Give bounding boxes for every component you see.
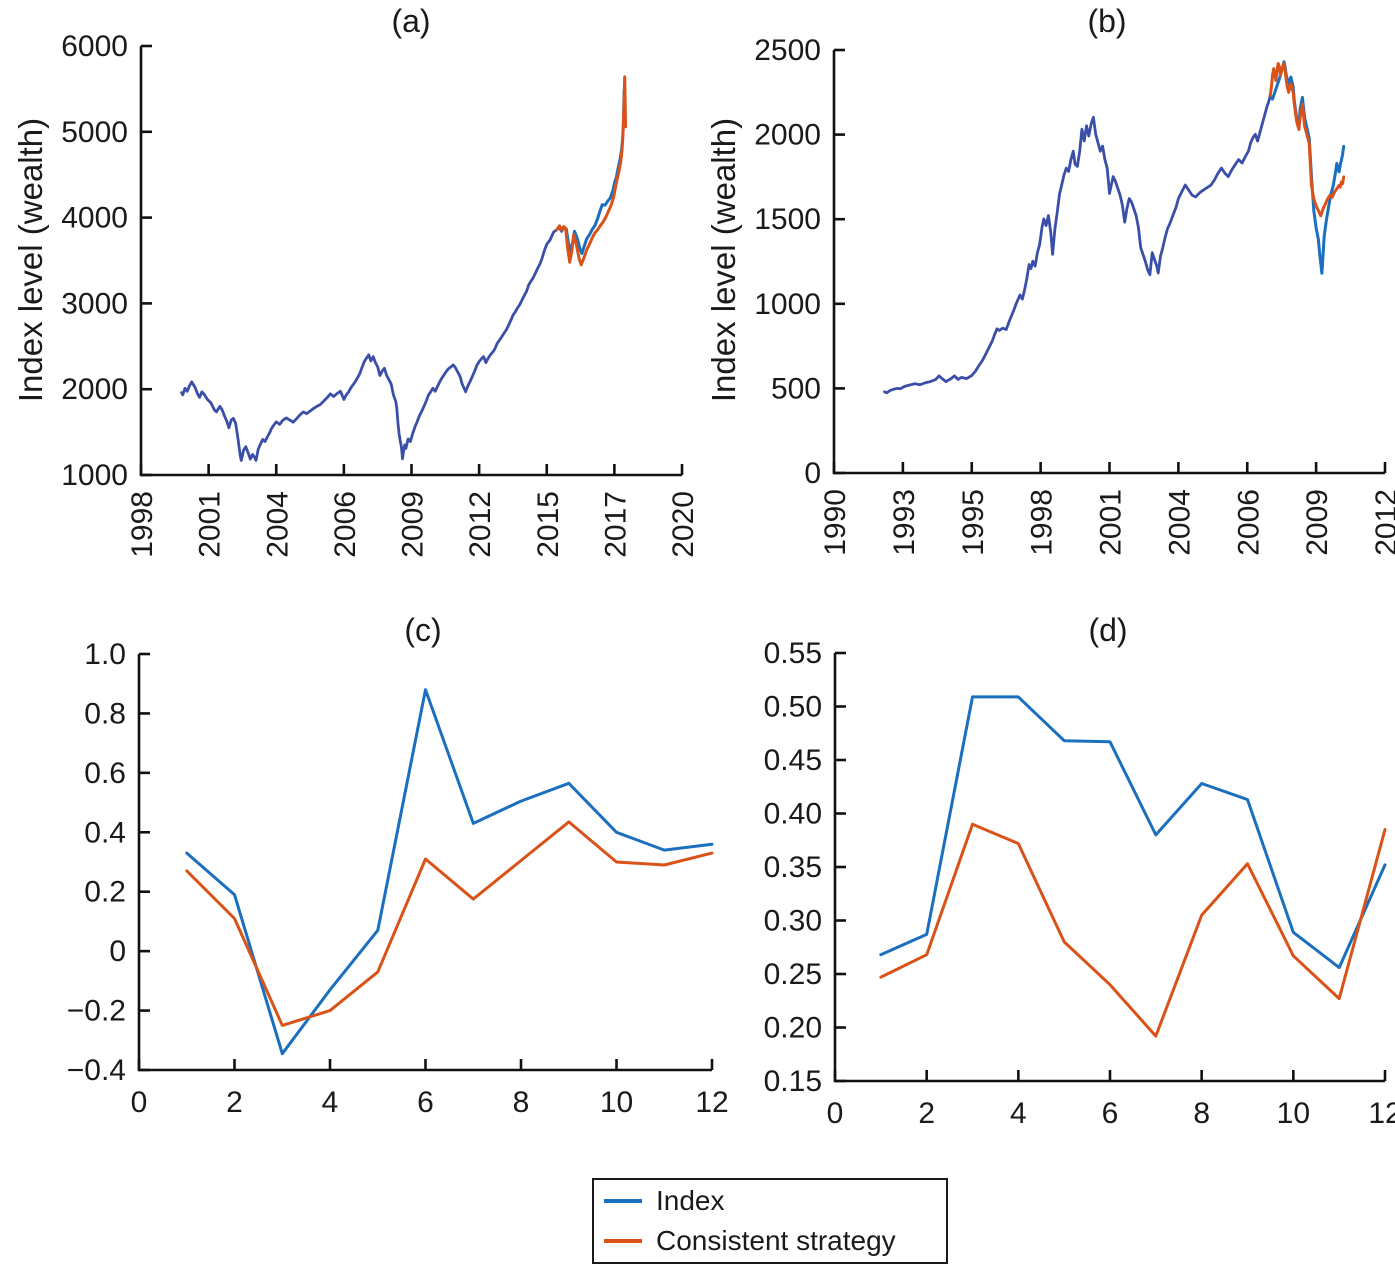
y-tick-label: 0.15	[764, 1065, 822, 1098]
series-index-history	[883, 94, 1272, 395]
x-tick-label: 2006	[329, 491, 362, 558]
x-tick-label: 2012	[1370, 489, 1395, 556]
y-tick-label: 1000	[61, 459, 128, 492]
x-tick-label: 2006	[1232, 489, 1265, 556]
y-tick-label: 0.50	[764, 691, 822, 724]
y-tick-label: −0.2	[67, 995, 126, 1028]
series-consistent-strategy	[1268, 62, 1346, 218]
x-tick-label: 2	[226, 1086, 243, 1119]
y-tick-label: 0	[109, 935, 126, 968]
legend: Index Consistent strategy	[592, 1178, 948, 1264]
x-tick-label: 2012	[464, 491, 497, 558]
y-tick-label: 1.0	[84, 638, 126, 671]
x-tick-label: 2009	[1301, 489, 1334, 556]
series-index	[879, 695, 1387, 970]
y-tick-label: 2000	[61, 373, 128, 406]
panel-b-ylabel: Index level (wealth)	[705, 118, 742, 402]
x-tick-label: 4	[1010, 1097, 1027, 1130]
y-tick-label: 5000	[61, 116, 128, 149]
panel-d: 0.15 0.20 0.25 0.30 0.35 0.40 0.45 0.50 0.55 0 2 4 6…	[764, 637, 1395, 1130]
x-tick-label: 6	[1102, 1097, 1119, 1130]
y-tick-label: 0.4	[84, 816, 126, 849]
x-tick-label: 12	[695, 1086, 728, 1119]
y-tick-label: 6000	[61, 30, 128, 63]
y-tick-label: 4000	[61, 202, 128, 235]
y-tick-label: 0.45	[764, 744, 822, 777]
panel-a: 1000 2000 3000 4000 5000 6000 1998 2001 2004 2006…	[61, 30, 700, 558]
legend-item-consistent-strategy: Consistent strategy	[594, 1224, 946, 1258]
x-tick-label: 2020	[667, 491, 700, 558]
axis-lines	[833, 653, 1385, 1083]
panel-a-title: (a)	[391, 3, 430, 39]
x-tick-label: 2001	[194, 491, 227, 558]
x-tick-label: 2001	[1095, 489, 1128, 556]
x-tick-label: 8	[513, 1086, 530, 1119]
series-consistent-strategy	[185, 820, 714, 1027]
x-tick-label: 4	[322, 1086, 339, 1119]
x-tick-label: 2015	[532, 491, 565, 558]
y-tick-label: 1000	[754, 288, 821, 321]
series-index	[1268, 60, 1346, 275]
series-index	[185, 688, 714, 1056]
x-tick-label: 8	[1193, 1097, 1210, 1130]
x-tick-label: 2009	[397, 491, 430, 558]
y-tick-label: 0.35	[764, 851, 822, 884]
series-index-history	[180, 228, 559, 462]
y-tick-label: 0.8	[84, 697, 126, 730]
x-tick-label: 6	[417, 1086, 434, 1119]
y-tick-label: 500	[771, 372, 821, 405]
panel-b: 0 500 1000 1500 2000 2500 1990 1993 1995 1998 2001…	[754, 34, 1395, 556]
y-tick-label: 3000	[61, 287, 128, 320]
x-tick-label: 0	[131, 1086, 148, 1119]
y-tick-label: 0.40	[764, 798, 822, 831]
panel-a-ylabel: Index level (wealth)	[12, 118, 49, 402]
x-tick-label: 10	[600, 1086, 633, 1119]
legend-line-consistent-strategy-sample	[604, 1239, 642, 1243]
y-tick-label: 0.55	[764, 637, 822, 670]
legend-item-index: Index	[594, 1184, 946, 1218]
y-tick-label: 1500	[754, 203, 821, 236]
panel-c-title: (c)	[404, 612, 441, 648]
x-tick-label: 10	[1277, 1097, 1310, 1130]
x-tick-label: 1995	[957, 489, 990, 556]
y-tick-label: 0	[804, 457, 821, 490]
series-consistent-strategy	[879, 822, 1387, 1038]
x-tick-label: 1990	[819, 489, 852, 556]
y-tick-label: 2500	[754, 34, 821, 67]
x-tick-label: 2017	[599, 491, 632, 558]
y-tick-label: 2000	[754, 119, 821, 152]
x-tick-label: 2004	[261, 491, 294, 558]
x-tick-label: 1998	[126, 491, 159, 558]
y-tick-label: 0.25	[764, 958, 822, 991]
x-tick-label: 1993	[888, 489, 921, 556]
y-tick-label: 0.30	[764, 905, 822, 938]
panel-d-title: (d)	[1088, 612, 1127, 648]
y-tick-label: 0.2	[84, 876, 126, 909]
legend-label-consistent-strategy: Consistent strategy	[656, 1225, 896, 1256]
y-tick-label: 0.20	[764, 1012, 822, 1045]
x-tick-label: 1998	[1026, 489, 1059, 556]
y-tick-label: 0.6	[84, 757, 126, 790]
y-tick-label: −0.4	[67, 1054, 126, 1087]
legend-line-index-sample	[604, 1199, 642, 1203]
series-consistent-strategy	[555, 75, 628, 267]
x-tick-label: 2	[918, 1097, 935, 1130]
panel-c: −0.4 −0.2 0 0.2 0.4 0.6 0.8 1.0 0 2 4 6 8 10 12	[67, 638, 729, 1119]
x-tick-label: 2004	[1163, 489, 1196, 556]
panel-b-title: (b)	[1087, 3, 1126, 39]
x-tick-label: 0	[827, 1097, 844, 1130]
x-tick-label: 12	[1368, 1097, 1395, 1130]
legend-label-index: Index	[656, 1185, 725, 1216]
